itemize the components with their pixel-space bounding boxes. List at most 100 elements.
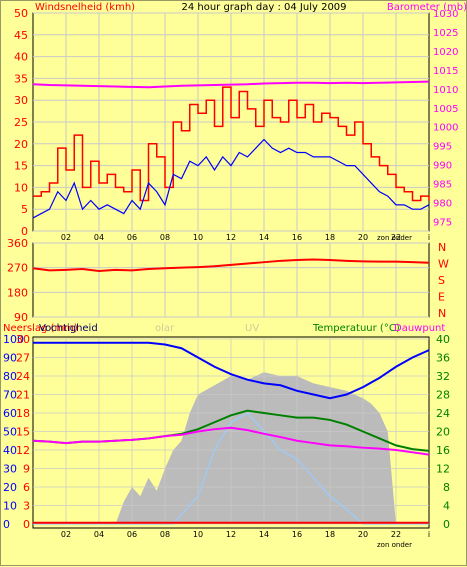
direction-tick-label: 360: [7, 237, 28, 250]
x-tick-label: 22: [391, 233, 401, 242]
sunset-label-bottom: zon onder: [377, 541, 412, 549]
wind-tick-label: 5: [21, 203, 28, 216]
rain-tick-label: 18: [16, 407, 30, 420]
temperature-tick-label: 32: [436, 370, 450, 383]
wind-tick-label: 30: [14, 94, 28, 107]
compass-label: N: [438, 241, 446, 254]
climate-panel-border: [32, 336, 430, 529]
x-tick-label: 20: [358, 233, 368, 242]
chart-layers: 0510152025303540455097598098599099510001…: [3, 7, 458, 539]
uv-axis-label: UV: [245, 323, 259, 334]
barometer-axis-label: Barometer (mb): [387, 2, 467, 13]
barometer-tick-label: 1010: [433, 85, 458, 96]
rain-tick-label: 15: [16, 426, 30, 439]
dewpoint-axis-label: Dauwpunt: [394, 323, 445, 334]
wind-tick-label: 50: [14, 7, 28, 20]
wind-tick-label: 40: [14, 51, 28, 64]
x-tick-label: 10: [193, 530, 203, 539]
barometer-line: [32, 80, 430, 89]
chart-title: 24 hour graph day : 04 July 2009: [181, 2, 346, 13]
temperature-tick-label: 40: [436, 333, 450, 346]
wind-axis-label: Windsnelheid (kmh): [35, 2, 135, 13]
compass-label: E: [438, 291, 445, 304]
x-tick-label: 08: [160, 530, 170, 539]
temperature-tick-label: 36: [436, 352, 450, 365]
temperature-tick-label: 20: [436, 426, 450, 439]
wind-tick-label: 20: [14, 138, 28, 151]
compass-label: W: [438, 258, 449, 271]
temperature-tick-label: 28: [436, 389, 450, 402]
barometer-tick-label: 1030: [433, 9, 458, 20]
rain-tick-label: 3: [23, 500, 30, 513]
humidity-tick-label: 40: [3, 444, 17, 457]
wind-direction-line: [32, 258, 430, 272]
humidity-line: [33, 341, 430, 400]
x-tick-label: 22: [391, 530, 401, 539]
compass-label: S: [438, 274, 445, 287]
temperature-tick-label: 24: [436, 407, 450, 420]
rain-tick-label: 24: [16, 370, 30, 383]
temperature-tick-label: 8: [443, 481, 450, 494]
x-tick-label: 12: [226, 530, 236, 539]
barometer-tick-label: 1020: [433, 47, 458, 58]
direction-tick-label: 180: [7, 286, 28, 299]
compass-label: N: [438, 307, 446, 320]
humidity-axis-label: Vochtigheid: [39, 323, 98, 334]
uv-line: [33, 412, 429, 525]
humidity-tick-label: 10: [3, 500, 17, 513]
wind-tick-label: 15: [14, 160, 28, 173]
x-tick-label: 14: [259, 233, 269, 242]
x-tick-label: 16: [292, 233, 302, 242]
temperature-tick-label: 16: [436, 444, 450, 457]
rain-tick-label: 0: [23, 518, 30, 531]
x-tick-label: 02: [61, 233, 71, 242]
dewpoint-line: [32, 426, 430, 456]
barometer-tick-label: 985: [433, 180, 452, 191]
humidity-tick-label: 80: [3, 370, 17, 383]
temperature-tick-label: 4: [443, 500, 450, 513]
rain-tick-label: 27: [16, 352, 30, 365]
humidity-tick-label: 100: [3, 333, 24, 346]
wind-tick-label: 0: [21, 225, 28, 238]
barometer-tick-label: 995: [433, 142, 452, 153]
x-tick-label: 04: [94, 233, 104, 242]
barometer-tick-label: 990: [433, 161, 452, 172]
x-tick-label: 08: [160, 233, 170, 242]
x-tick-label: 20: [358, 530, 368, 539]
x-tick-label: 18: [325, 530, 335, 539]
x-tick-label: 02: [61, 530, 71, 539]
rain-tick-label: 21: [16, 389, 30, 402]
humidity-tick-label: 20: [3, 481, 17, 494]
humidity-tick-label: 0: [3, 518, 10, 531]
humidity-tick-label: 60: [3, 407, 17, 420]
rain-tick-label: 12: [16, 444, 30, 457]
humidity-tick-label: 90: [3, 352, 17, 365]
x-tick-label: 06: [127, 530, 137, 539]
direction-tick-label: 90: [14, 311, 28, 324]
rain-tick-label: 6: [23, 481, 30, 494]
wind-tick-label: 35: [14, 72, 28, 85]
x-tick-label: 10: [193, 233, 203, 242]
humidity-tick-label: 70: [3, 389, 17, 402]
barometer-tick-label: 975: [433, 218, 452, 229]
x-tick-label: 14: [259, 530, 269, 539]
temperature-tick-label: 0: [443, 518, 450, 531]
x-tick-label: 16: [292, 530, 302, 539]
x-tick-label: 12: [226, 233, 236, 242]
temperature-tick-label: 12: [436, 463, 450, 476]
sunset-label-top: zon onder: [377, 234, 412, 242]
wind-speed-line: [32, 138, 430, 219]
humidity-tick-label: 50: [3, 426, 17, 439]
x-tick-label: i: [428, 233, 430, 242]
wind-tick-label: 45: [14, 29, 28, 42]
rain-tick-label: 9: [23, 463, 30, 476]
barometer-tick-label: 980: [433, 199, 452, 210]
rain-tick-label: 30: [16, 333, 30, 346]
solar-axis-label: olar: [155, 323, 175, 334]
humidity-tick-label: 30: [3, 463, 17, 476]
barometer-tick-label: 1025: [433, 28, 458, 39]
x-tick-label: i: [428, 530, 430, 539]
wind-tick-label: 10: [14, 181, 28, 194]
